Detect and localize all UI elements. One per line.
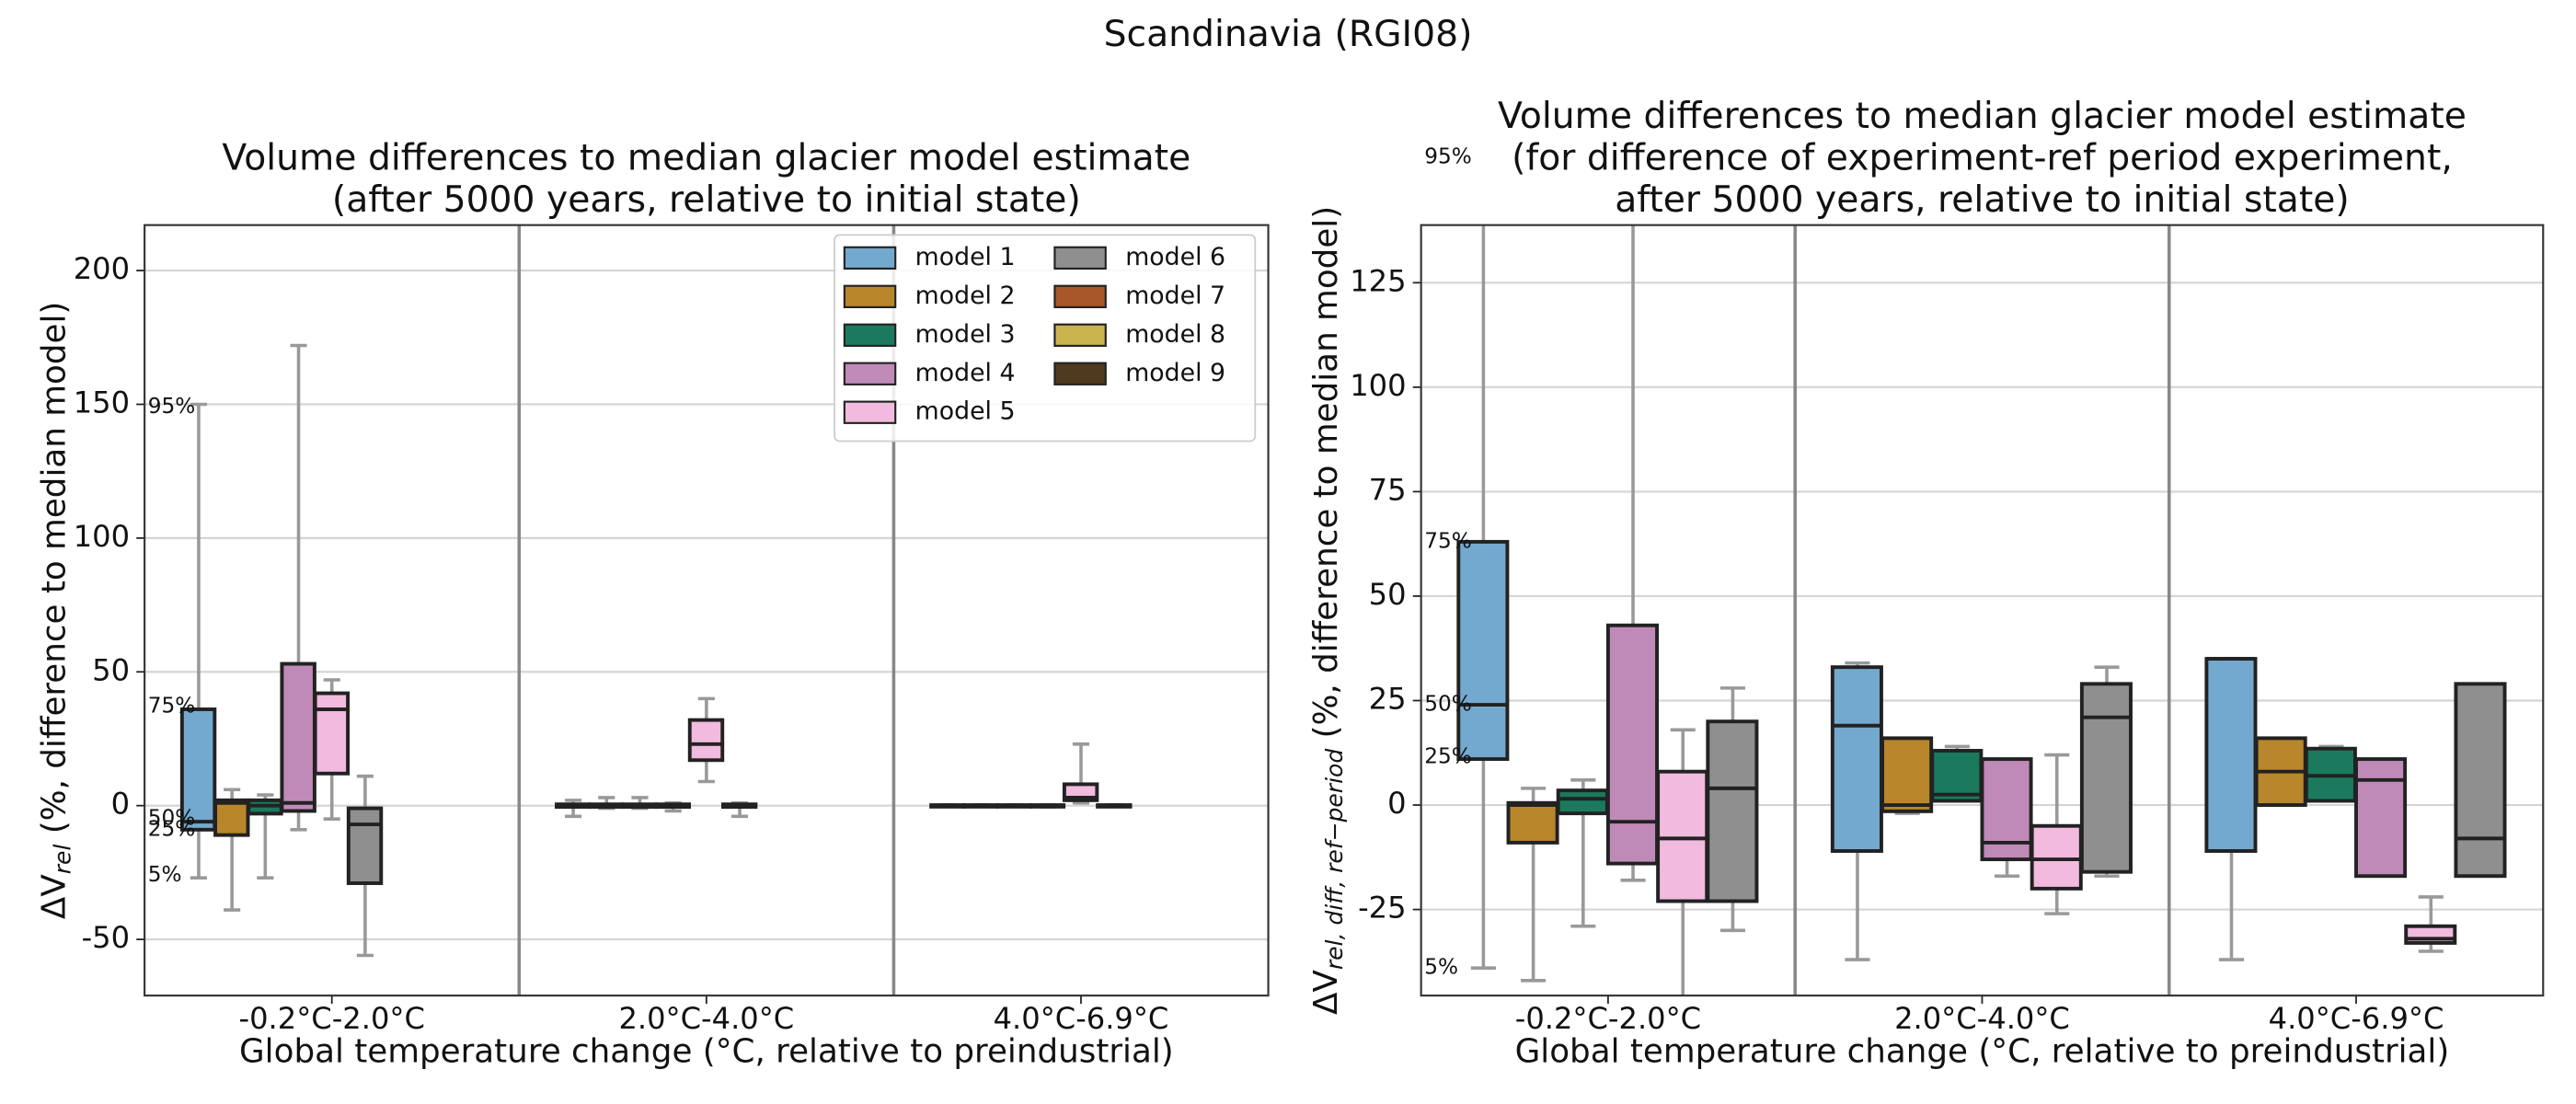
y-axis-label-part: (%, difference to median model) — [36, 302, 74, 845]
axes-title: (for difference of experiment-ref period… — [1512, 138, 2453, 179]
legend-label: model 3 — [915, 320, 1016, 349]
box — [2030, 823, 2083, 891]
x-tick-label: 4.0°C-6.9°C — [2269, 1001, 2444, 1036]
plot-area — [1456, 224, 2507, 996]
annotation: 75% — [1424, 528, 1472, 553]
box — [1556, 788, 1609, 816]
legend-label: model 1 — [915, 243, 1016, 271]
y-axis-label-part: (%, difference to median model) — [1307, 206, 1345, 749]
legend-swatch — [1053, 362, 1107, 385]
axes-title: Volume differences to median glacier mod… — [222, 138, 1190, 179]
y-tick-label: 100 — [1350, 368, 1406, 403]
box — [1456, 539, 1510, 762]
legend-swatch — [843, 400, 897, 424]
y-tick-label: 75 — [1369, 472, 1407, 507]
x-axis-label: Global temperature change (°C, relative … — [1515, 1033, 2450, 1071]
x-tick-label: -0.2°C-2.0°C — [239, 1001, 425, 1036]
legend-label: model 9 — [1125, 359, 1225, 387]
y-axis-label-part: rel — [50, 845, 76, 875]
legend-label: model 8 — [1125, 320, 1225, 349]
legend-label: model 6 — [1125, 243, 1225, 271]
y-axis-label-part: ΔV — [1307, 970, 1345, 1015]
legend-label: model 7 — [1125, 282, 1225, 310]
plot-area — [179, 343, 1133, 958]
axes-frame — [1420, 224, 2545, 997]
y-tick-label: -50 — [82, 920, 130, 955]
axes-title: (after 5000 years, relative to initial s… — [332, 179, 1081, 221]
legend-frame — [834, 234, 1257, 443]
legend-swatch — [1053, 284, 1107, 309]
box — [280, 661, 316, 813]
y-tick-label: 50 — [92, 652, 130, 687]
y-tick-label: 125 — [1350, 263, 1406, 298]
x-tick-label: 2.0°C-4.0°C — [1894, 1001, 2070, 1036]
y-tick-label: 25 — [1369, 681, 1407, 716]
box — [313, 691, 351, 776]
box — [1930, 749, 1984, 803]
box — [687, 718, 725, 763]
annotation: 75% — [148, 694, 196, 719]
x-tick-label: 2.0°C-4.0°C — [618, 1001, 794, 1036]
annotation: 95% — [1424, 144, 1472, 169]
box — [1830, 665, 1883, 853]
box — [1605, 623, 1660, 866]
annotation: 5% — [148, 862, 182, 887]
annotation: 95% — [148, 394, 196, 419]
y-tick-label: 200 — [74, 251, 130, 286]
legend-swatch — [843, 323, 897, 347]
annotation: 50% — [1424, 692, 1472, 717]
legend-swatch — [843, 284, 897, 309]
legend-swatch — [843, 362, 897, 385]
x-axis-label: Global temperature change (°C, relative … — [239, 1033, 1174, 1071]
annotation: 5% — [1424, 955, 1458, 980]
y-axis-label: ΔVrel (%, difference to median model) — [36, 302, 76, 919]
box — [1706, 719, 1759, 903]
box — [2204, 657, 2258, 853]
x-tick-label: -0.2°C-2.0°C — [1515, 1001, 1701, 1036]
y-axis-label-part: ΔV — [36, 874, 74, 919]
box — [2454, 682, 2507, 879]
axes-title: after 5000 years, relative to initial st… — [1615, 179, 2350, 221]
legend-swatch — [1053, 246, 1107, 270]
box — [1656, 769, 1709, 903]
y-tick-label: 0 — [1387, 786, 1406, 821]
box — [2354, 757, 2408, 879]
y-tick-label: -25 — [1358, 891, 1406, 926]
y-axis-label-part: rel, diff, ref−period — [1321, 749, 1348, 970]
box — [1880, 736, 1934, 813]
annotation: 25% — [1424, 743, 1472, 768]
legend-label: model 2 — [915, 282, 1016, 310]
y-tick-label: 50 — [1369, 577, 1407, 612]
axes-frame — [144, 224, 1270, 997]
box — [1506, 800, 1559, 845]
figure-title: Scandinavia (RGI08) — [1104, 14, 1473, 55]
annotation: 25% — [148, 816, 196, 841]
box — [179, 707, 217, 832]
legend-swatch — [843, 246, 897, 270]
y-tick-label: 150 — [74, 385, 130, 420]
y-axis-label: ΔVrel, diff, ref−period (%, difference t… — [1307, 206, 1348, 1015]
x-tick-label: 4.0°C-6.9°C — [994, 1001, 1169, 1036]
y-tick-label: 100 — [74, 519, 130, 554]
annotation: 50% — [148, 806, 196, 831]
legend-swatch — [1053, 323, 1107, 347]
box — [213, 798, 250, 837]
legend-label: model 5 — [915, 397, 1016, 426]
box — [346, 806, 384, 885]
legend-label: model 4 — [915, 359, 1016, 387]
y-tick-label: 0 — [111, 787, 130, 822]
axes-title: Volume differences to median glacier mod… — [1498, 96, 2467, 137]
box — [2079, 682, 2133, 874]
